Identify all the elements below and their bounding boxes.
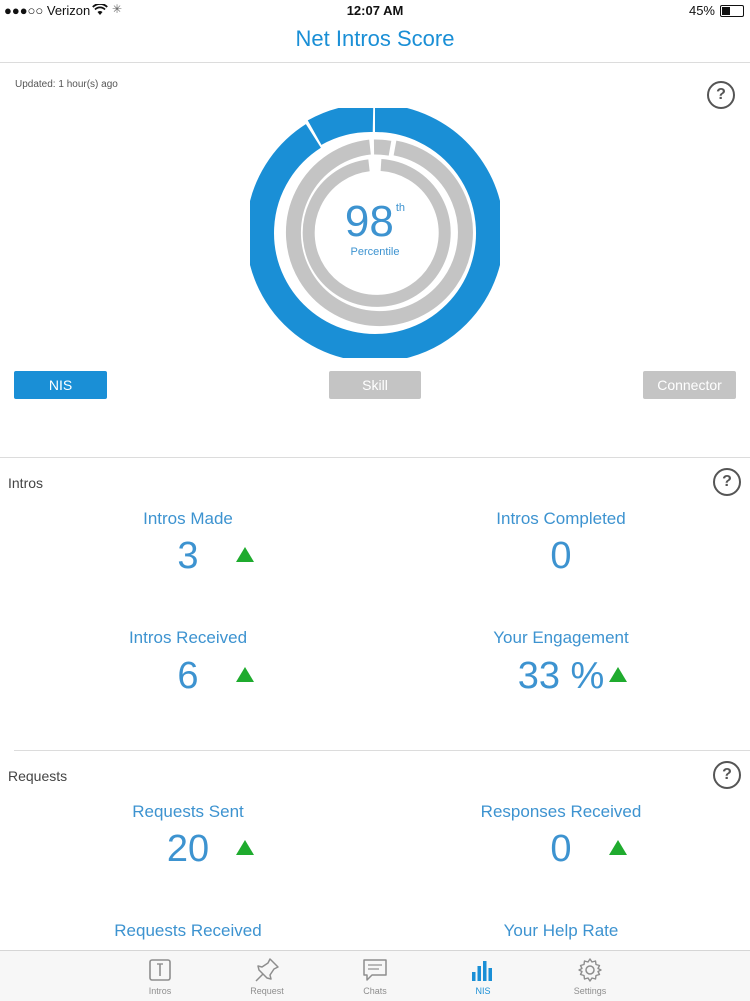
engagement-label: Your Engagement xyxy=(493,628,629,647)
section-divider xyxy=(14,750,750,751)
tab-settings-label: Settings xyxy=(573,986,607,996)
page-title: Net Intros Score xyxy=(295,26,455,51)
connector-ring xyxy=(302,159,451,307)
percentile-label: Percentile xyxy=(350,246,400,258)
intros-made-value: 3 xyxy=(177,535,199,577)
tab-settings[interactable]: Settings xyxy=(540,951,640,1001)
bottom-tab-bar: Intros Request Chats xyxy=(0,950,750,1001)
percentile-display: 98 th Percentile xyxy=(250,108,500,358)
requests-section-title: Requests xyxy=(8,768,68,784)
trend-up-icon xyxy=(609,667,627,682)
connector-tab-button[interactable]: Connector xyxy=(643,371,736,399)
requests-sent-label: Requests Sent xyxy=(132,802,244,821)
engagement-value: 33 % xyxy=(517,655,605,697)
trend-up-icon xyxy=(236,547,254,562)
tab-request[interactable]: Request xyxy=(217,951,317,1001)
intros-completed-label: Intros Completed xyxy=(496,509,626,528)
help-rate-label: Your Help Rate xyxy=(503,921,619,940)
activity-icon: ✳ xyxy=(112,2,123,16)
battery-icon xyxy=(720,4,744,17)
intros-received-label: Intros Received xyxy=(128,628,248,647)
intros-received-value: 6 xyxy=(177,655,199,697)
header-divider xyxy=(0,62,750,63)
percentile-suffix: th xyxy=(395,202,406,214)
requests-sent-value: 20 xyxy=(166,828,210,870)
battery-indicator: 45% xyxy=(689,3,744,18)
status-bar: ●●●○○ Verizon ✳ 12:07 AM 45% xyxy=(0,0,750,22)
requests-received-label: Requests Received xyxy=(114,921,262,940)
responses-received-value: 0 xyxy=(550,828,572,870)
intros-made-label: Intros Made xyxy=(143,509,233,528)
nis-ring-segment xyxy=(307,108,374,146)
tab-intros[interactable]: Intros xyxy=(110,951,210,1001)
skill-tab-button[interactable]: Skill xyxy=(329,371,421,399)
chat-icon xyxy=(363,959,387,981)
tab-intros-label: Intros xyxy=(148,986,172,996)
nis-tab-button[interactable]: NIS xyxy=(14,371,107,399)
pin-icon xyxy=(255,958,279,982)
carrier-label: ●●●○○ Verizon xyxy=(4,3,91,18)
skill-ring xyxy=(285,139,473,327)
trend-up-icon xyxy=(236,840,254,855)
score-help-icon[interactable]: ? xyxy=(707,81,735,109)
nis-ring-arc xyxy=(250,108,500,358)
tab-request-label: Request xyxy=(250,986,284,996)
trend-up-icon xyxy=(609,840,627,855)
tab-chats[interactable]: Chats xyxy=(325,951,425,1001)
intros-help-icon[interactable]: ? xyxy=(713,468,741,496)
clock: 12:07 AM xyxy=(346,3,404,18)
intros-icon xyxy=(149,959,171,981)
battery-percent: 45% xyxy=(688,3,715,18)
tab-chats-label: Chats xyxy=(363,986,387,996)
updated-timestamp: Updated: 1 hour(s) ago xyxy=(15,79,118,90)
nis-ring xyxy=(250,108,500,358)
gear-icon xyxy=(578,958,602,982)
requests-help-icon[interactable]: ? xyxy=(713,761,741,789)
bar-chart-icon xyxy=(472,961,492,981)
trend-up-icon xyxy=(236,667,254,682)
intros-section-title: Intros xyxy=(8,475,44,491)
section-divider xyxy=(0,457,750,458)
tab-nis[interactable]: NIS xyxy=(433,951,533,1001)
score-ring-chart xyxy=(250,108,500,358)
tab-nis-label: NIS xyxy=(475,986,491,996)
wifi-icon xyxy=(92,4,108,15)
percentile-value: 98 xyxy=(344,197,394,246)
intros-completed-value: 0 xyxy=(550,535,572,577)
responses-received-label: Responses Received xyxy=(480,802,642,821)
